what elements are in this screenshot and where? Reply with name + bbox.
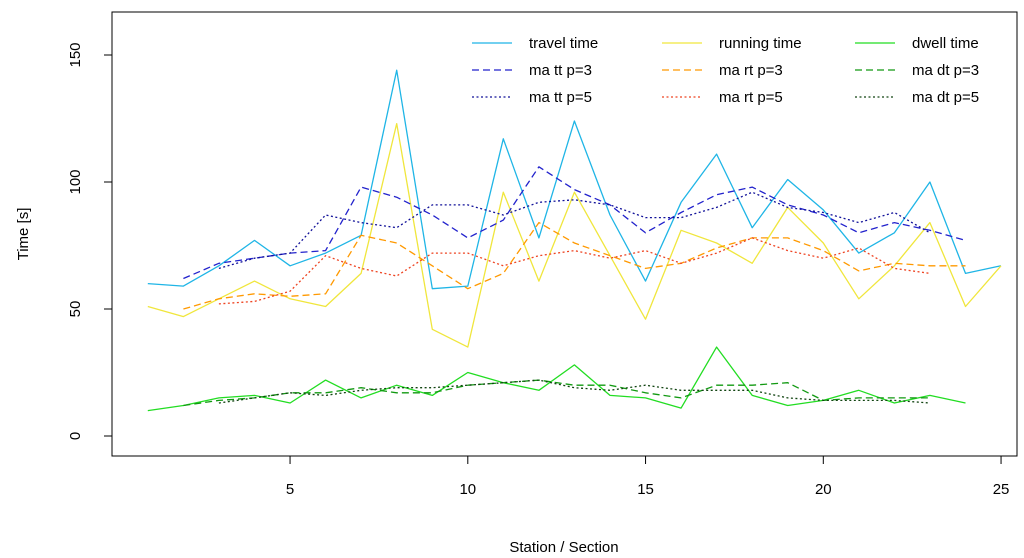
y-tick-label: 50	[67, 301, 84, 318]
x-tick-label: 15	[637, 481, 654, 498]
y-axis-title: Time [s]	[15, 208, 32, 261]
legend-label: ma tt p=5	[529, 89, 592, 106]
series-line-ma-dt-p-3	[183, 379, 930, 407]
series-line-dwell-time	[147, 346, 966, 412]
legend-label: travel time	[529, 35, 598, 52]
series-line-running-time	[147, 122, 1002, 348]
series-line-ma-rt-p-5	[218, 237, 930, 305]
legend-label: ma dt p=3	[912, 62, 979, 79]
legend: travel time ma tt p=3 ma tt p=5 running tim…	[472, 35, 979, 106]
legend-label: ma tt p=3	[529, 62, 592, 79]
y-axis: 0 50 100 150	[67, 42, 113, 440]
x-tick-label: 25	[993, 481, 1010, 498]
series-line-ma-tt-p-5	[218, 191, 931, 270]
legend-label: dwell time	[912, 35, 979, 52]
series-line-ma-dt-p-5	[218, 379, 930, 404]
legend-label: ma rt p=3	[719, 62, 783, 79]
series-line-travel-time	[147, 69, 1002, 290]
y-tick-label: 0	[67, 432, 84, 440]
x-axis-title: Station / Section	[509, 539, 618, 556]
legend-label: running time	[719, 35, 802, 52]
x-tick-label: 5	[286, 481, 294, 498]
legend-label: ma rt p=5	[719, 89, 783, 106]
legend-label: ma dt p=5	[912, 89, 979, 106]
series-line-ma-tt-p-3	[183, 166, 966, 280]
x-tick-label: 10	[459, 481, 476, 498]
y-tick-label: 150	[67, 42, 84, 67]
series-line-ma-rt-p-3	[183, 221, 966, 310]
x-tick-label: 20	[815, 481, 832, 498]
y-tick-label: 100	[67, 169, 84, 194]
x-axis: 5 10 15 20 25	[286, 455, 1010, 498]
series-layer	[147, 69, 1002, 412]
